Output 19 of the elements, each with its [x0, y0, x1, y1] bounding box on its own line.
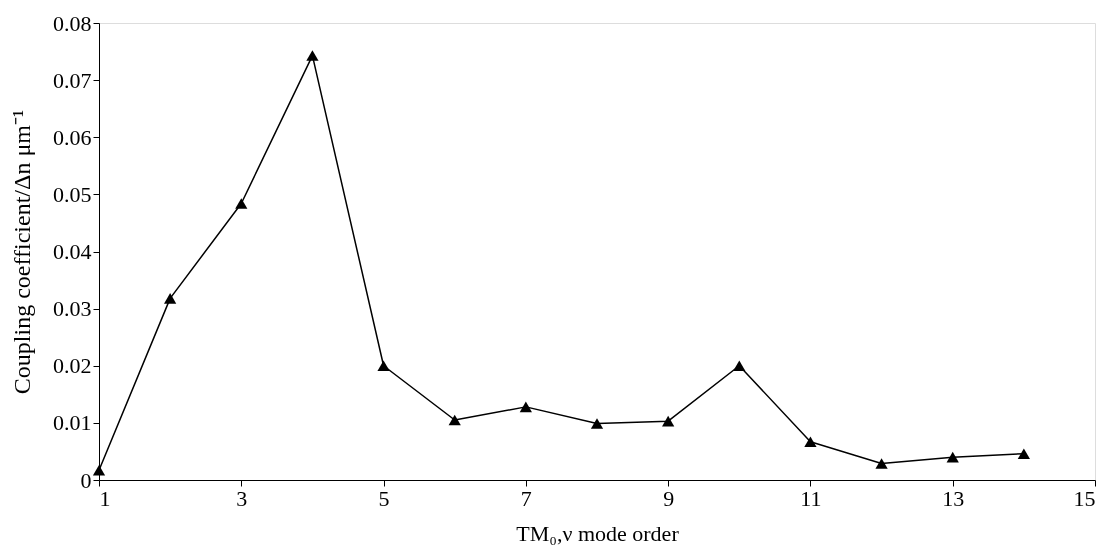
x-tick-label: 7: [520, 485, 532, 511]
x-tick-label: 5: [378, 485, 390, 511]
x-tick-label: 15: [1073, 485, 1096, 511]
y-tick-label: 0.01: [53, 410, 92, 436]
y-tick-label: 0: [80, 467, 92, 493]
y-tick-label: 0.06: [53, 124, 92, 150]
x-tick-label: 1: [99, 485, 111, 511]
y-axis-title: Coupling coefficient/Δn μm⁻¹: [9, 109, 35, 395]
x-tick-label: 13: [942, 485, 965, 511]
x-axis-title: TM₀,ν mode order: [516, 520, 680, 546]
y-tick-label: 0.05: [53, 181, 92, 207]
y-tick-label: 0.04: [53, 239, 92, 264]
x-tick-label: 3: [236, 485, 248, 511]
y-tick-label: 0.03: [53, 296, 92, 322]
y-tick-label: 0.07: [53, 67, 92, 93]
x-tick-label: 9: [663, 485, 675, 511]
x-tick-label: 11: [800, 485, 822, 511]
y-tick-label: 0.02: [53, 353, 92, 379]
y-tick-label: 0.08: [53, 10, 92, 36]
